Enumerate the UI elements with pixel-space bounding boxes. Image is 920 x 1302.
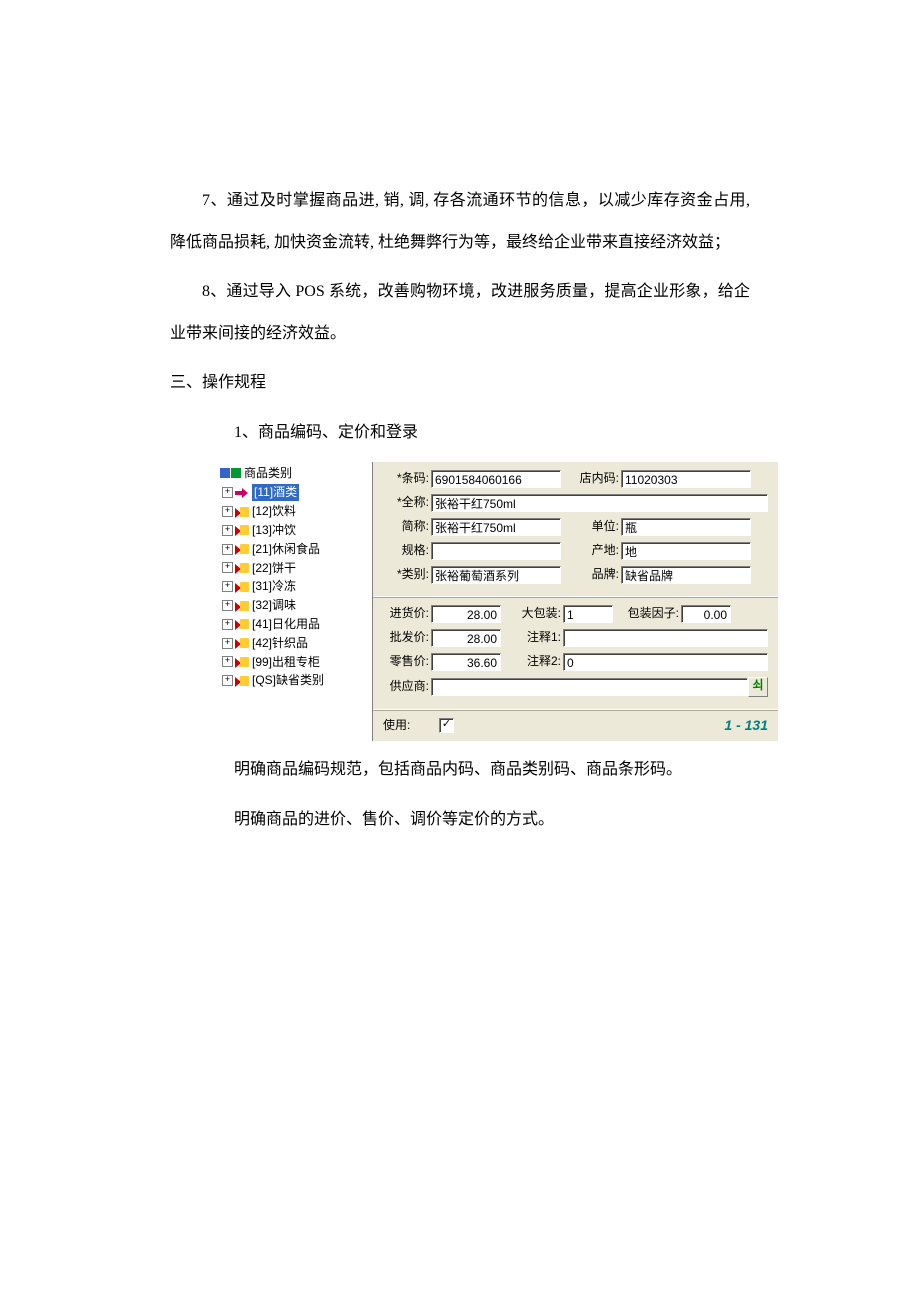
barcode-input[interactable]: 6901584060166 (431, 470, 561, 488)
category-tree: 商品类别 + [11]酒类 + [12]饮料 + [13]冲饮 + [21]休闲… (218, 462, 372, 742)
origin-input[interactable]: 地 (621, 542, 751, 560)
expand-icon[interactable]: + (222, 544, 233, 555)
tree-item-label: [31]冷冻 (252, 578, 296, 595)
bigpack-input[interactable]: 1 (563, 605, 613, 623)
tree-item-31[interactable]: + [31]冷冻 (220, 577, 370, 596)
packfactor-label: 包装因子: (613, 605, 679, 622)
wholesale-input[interactable]: 28.00 (431, 629, 501, 647)
brand-label: 品牌: (561, 566, 619, 583)
expand-icon[interactable]: + (222, 619, 233, 630)
storecode-label: 店内码: (561, 470, 619, 487)
folder-icon (235, 618, 249, 630)
fullname-input[interactable]: 张裕干红750ml (431, 494, 768, 512)
tree-item-qs[interactable]: + [QS]缺省类别 (220, 671, 370, 690)
folder-icon (235, 637, 249, 649)
tree-item-label: [QS]缺省类别 (252, 672, 324, 689)
tree-item-22[interactable]: + [22]饼干 (220, 559, 370, 578)
expand-icon[interactable]: + (222, 638, 233, 649)
tree-item-12[interactable]: + [12]饮料 (220, 502, 370, 521)
tree-item-label: [11]酒类 (252, 484, 299, 501)
tree-root-icon (231, 468, 241, 478)
purchase-input[interactable]: 28.00 (431, 605, 501, 623)
wholesale-label: 批发价: (383, 629, 429, 646)
tree-item-label: [13]冲饮 (252, 522, 296, 539)
paragraph-8: 8、通过导入 POS 系统，改善购物环境，改进服务质量，提高企业形象，给企业带来… (170, 271, 750, 354)
tree-item-label: [22]饼干 (252, 560, 296, 577)
expand-icon[interactable]: + (222, 525, 233, 536)
remark1-label: 注释1: (501, 629, 561, 646)
tree-item-label: [12]饮料 (252, 503, 296, 520)
after-paragraph-2: 明确商品的进价、售价、调价等定价的方式。 (170, 799, 750, 841)
tree-item-label: [99]出租专柜 (252, 654, 320, 671)
expand-icon[interactable]: + (222, 600, 233, 611)
page-indicator: 1 - 131 (724, 716, 768, 736)
retail-input[interactable]: 36.60 (431, 653, 501, 671)
use-checkbox[interactable]: ✓ (439, 718, 454, 733)
list-item-1: 1、商品编码、定价和登录 (170, 412, 750, 454)
folder-icon (235, 581, 249, 593)
category-label: *类别: (383, 566, 429, 583)
expand-icon[interactable]: + (222, 562, 233, 573)
spec-input[interactable] (431, 542, 561, 560)
storecode-input[interactable]: 11020303 (621, 470, 751, 488)
arrow-icon (235, 487, 249, 499)
folder-icon (235, 600, 249, 612)
folder-icon (235, 506, 249, 518)
tree-item-13[interactable]: + [13]冲饮 (220, 521, 370, 540)
tree-item-label: [21]休闲食品 (252, 541, 320, 558)
origin-label: 产地: (561, 542, 619, 559)
tree-item-21[interactable]: + [21]休闲食品 (220, 540, 370, 559)
unit-label: 单位: (561, 518, 619, 535)
supplier-input[interactable] (431, 678, 748, 696)
shortname-label: 简称: (383, 518, 429, 535)
product-form: *条码: 6901584060166 店内码: 11020303 *全称: 张裕… (372, 462, 778, 742)
folder-icon (235, 675, 249, 687)
after-paragraph-1: 明确商品编码规范，包括商品内码、商品类别码、商品条形码。 (170, 749, 750, 791)
tree-item-41[interactable]: + [41]日化用品 (220, 615, 370, 634)
section-3-title: 三、操作规程 (170, 362, 750, 404)
packfactor-input[interactable]: 0.00 (681, 605, 731, 623)
tree-item-label: [41]日化用品 (252, 616, 320, 633)
paragraph-7: 7、通过及时掌握商品进, 销, 调, 存各流通环节的信息，以减少库存资金占用, … (170, 180, 750, 263)
purchase-label: 进货价: (383, 605, 429, 622)
remark1-input[interactable] (563, 629, 768, 647)
tree-root-icon (220, 468, 230, 478)
brand-input[interactable]: 缺省品牌 (621, 566, 751, 584)
bigpack-label: 大包装: (501, 605, 561, 622)
supplier-lookup-button[interactable]: 쇠 (748, 677, 768, 697)
tree-root[interactable]: 商品类别 (220, 465, 370, 482)
spec-label: 规格: (383, 542, 429, 559)
tree-item-99[interactable]: + [99]出租专柜 (220, 653, 370, 672)
tree-item-32[interactable]: + [32]调味 (220, 596, 370, 615)
unit-input[interactable]: 瓶 (621, 518, 751, 536)
category-input[interactable]: 张裕葡萄酒系列 (431, 566, 561, 584)
folder-icon (235, 543, 249, 555)
tree-item-42[interactable]: + [42]针织品 (220, 634, 370, 653)
expand-icon[interactable]: + (222, 656, 233, 667)
supplier-label: 供应商: (383, 678, 429, 695)
expand-icon[interactable]: + (222, 675, 233, 686)
folder-icon (235, 656, 249, 668)
retail-label: 零售价: (383, 653, 429, 670)
expand-icon[interactable]: + (222, 506, 233, 517)
remark2-label: 注释2: (501, 653, 561, 670)
barcode-label: *条码: (383, 470, 429, 487)
expand-icon[interactable]: + (222, 487, 233, 498)
shortname-input[interactable]: 张裕干红750ml (431, 518, 561, 536)
remark2-input[interactable]: 0 (563, 653, 768, 671)
tree-item-label: [32]调味 (252, 597, 296, 614)
pos-screenshot: 商品类别 + [11]酒类 + [12]饮料 + [13]冲饮 + [21]休闲… (218, 462, 778, 742)
use-label: 使用: (383, 717, 419, 734)
fullname-label: *全称: (383, 494, 429, 511)
expand-icon[interactable]: + (222, 581, 233, 592)
tree-item-11[interactable]: + [11]酒类 (220, 483, 370, 502)
tree-item-label: [42]针织品 (252, 635, 308, 652)
folder-icon (235, 524, 249, 536)
tree-root-label: 商品类别 (244, 465, 292, 482)
folder-icon (235, 562, 249, 574)
